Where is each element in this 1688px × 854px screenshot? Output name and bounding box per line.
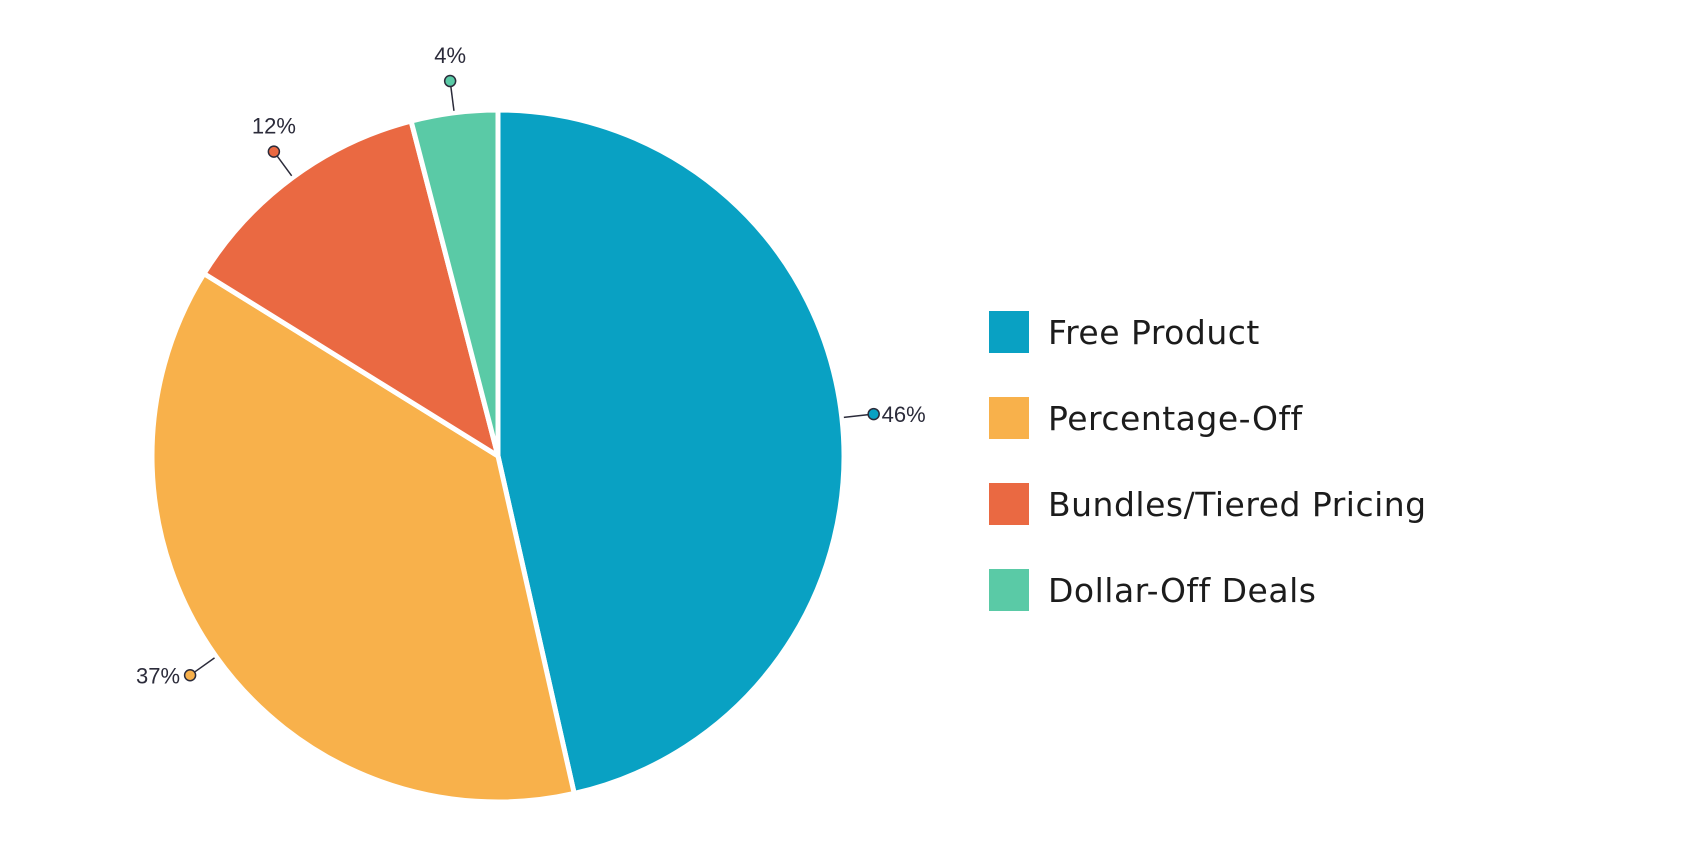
- legend-swatch: [989, 569, 1029, 611]
- label-dot: [183, 669, 197, 682]
- legend-item-bundles[interactable]: Bundles/Tiered Pricing: [989, 483, 1427, 525]
- legend-label: Free Product: [1048, 312, 1260, 352]
- legend-item-percentage-off[interactable]: Percentage-Off: [989, 397, 1427, 439]
- legend: Free Product Percentage-Off Bundles/Tier…: [989, 311, 1427, 656]
- legend-swatch: [989, 397, 1029, 439]
- pie-slice-2[interactable]: [201, 118, 501, 459]
- legend-label: Dollar-Off Deals: [1048, 570, 1317, 610]
- label-dot: [867, 407, 880, 421]
- legend-label: Bundles/Tiered Pricing: [1048, 484, 1427, 524]
- label-leader-line: [275, 154, 293, 177]
- pie-slice-1[interactable]: [149, 271, 577, 805]
- label-dot: [443, 74, 457, 88]
- label-dot: [267, 145, 281, 158]
- label-leader-line: [843, 413, 870, 419]
- label-leader-line: [449, 84, 455, 111]
- label-leader-line: [192, 657, 215, 674]
- data-label: 46%: [882, 402, 926, 427]
- pie-slice-0[interactable]: [495, 107, 847, 796]
- legend-item-free-product[interactable]: Free Product: [989, 311, 1427, 353]
- legend-item-dollar-off[interactable]: Dollar-Off Deals: [989, 569, 1427, 611]
- data-label: 4%: [434, 43, 466, 68]
- legend-label: Percentage-Off: [1048, 398, 1303, 438]
- legend-swatch: [989, 311, 1029, 353]
- legend-swatch: [989, 483, 1029, 525]
- data-label: 37%: [136, 663, 180, 688]
- data-label: 12%: [252, 114, 296, 139]
- pie-slice-3[interactable]: [408, 107, 501, 459]
